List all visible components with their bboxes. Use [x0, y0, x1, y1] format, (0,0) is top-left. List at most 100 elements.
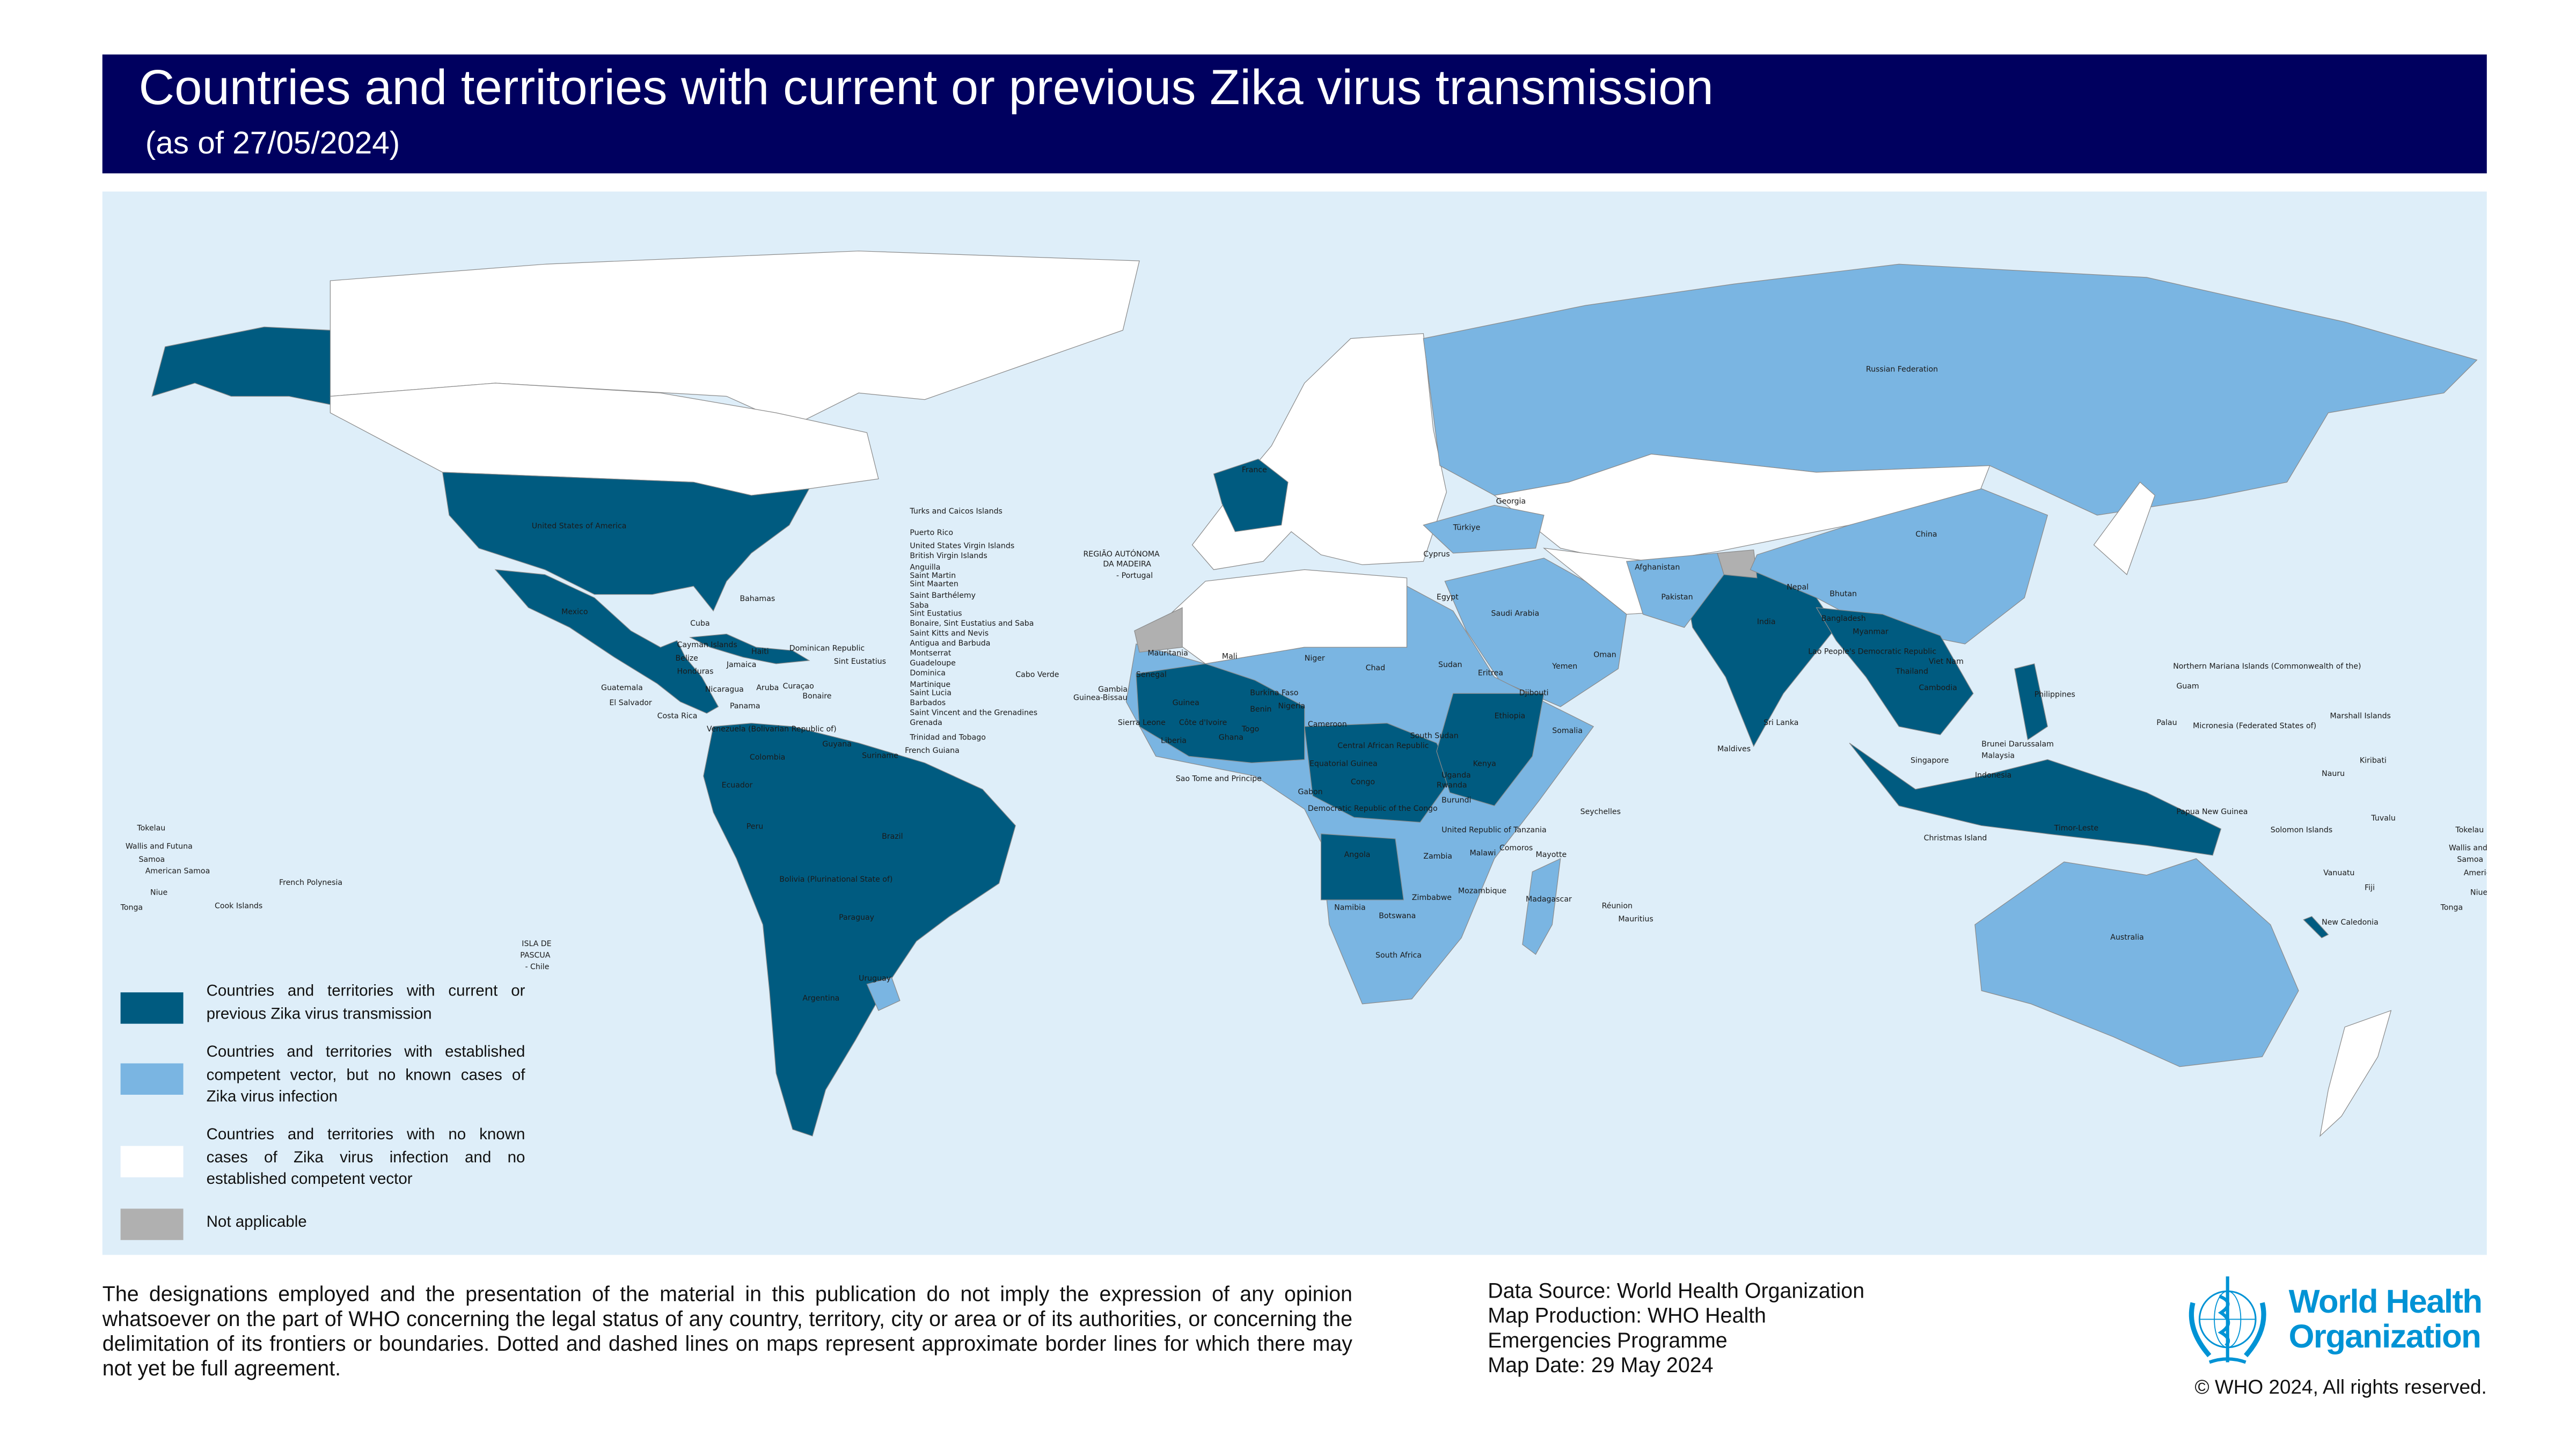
- map-label: Sint Maarten: [910, 581, 958, 590]
- europe: [1191, 333, 1447, 570]
- angola: [1320, 833, 1404, 900]
- map-label: Barbados: [910, 700, 946, 708]
- map-label: Guadeloupe: [910, 660, 956, 669]
- map-label: Brunei Darussalam: [1981, 741, 2054, 750]
- map-label: Cook Islands: [214, 903, 263, 912]
- legend-swatch: [120, 1209, 184, 1240]
- map-label: Djibouti: [1519, 690, 1549, 699]
- map-label: Peru: [746, 824, 764, 832]
- copyright: © WHO 2024, All rights reserved.: [2194, 1375, 2487, 1399]
- south-asia-west: [1626, 553, 1724, 628]
- map-label: Kenya: [1473, 761, 1496, 770]
- map-label: Uganda: [1441, 772, 1471, 781]
- map-label: Ethiopia: [1494, 713, 1526, 722]
- uruguay: [866, 977, 901, 1011]
- map-label: Madagascar: [1526, 896, 1572, 905]
- map-label: Cameroon: [1307, 721, 1347, 730]
- map-label: Côte d'Ivoire: [1179, 720, 1227, 728]
- map-label: Indonesia: [1974, 772, 2012, 781]
- map-label: Cabo Verde: [1015, 672, 1059, 680]
- map-label: Malaysia: [1981, 753, 2015, 761]
- philippines: [2014, 663, 2048, 741]
- map-label: Mauritania: [1147, 650, 1188, 659]
- map-label: Suriname: [862, 753, 898, 761]
- map-date: Map Date: 29 May 2024: [1488, 1352, 1714, 1378]
- map-label: Guam: [2176, 683, 2199, 692]
- map-label: Christmas Island: [1923, 835, 1987, 844]
- map-label: REGIÃO AUTÓNOMA: [1083, 551, 1160, 560]
- map-label: - Chile: [525, 964, 550, 973]
- caribbean-islands: [689, 633, 810, 664]
- map-label: Saint Vincent and the Grenadines: [910, 710, 1038, 719]
- turkiye-caucasus: [1423, 504, 1545, 554]
- map-label: Thailand: [1896, 669, 1929, 677]
- map-label: Nauru: [2322, 771, 2345, 780]
- map-label: Singapore: [1910, 758, 1949, 766]
- map-label: Cambodia: [1919, 685, 1957, 694]
- map-label: Bolivia (Plurinational State of): [779, 876, 893, 885]
- map-label: Samoa: [2457, 856, 2484, 866]
- map-label: Tokelau: [2455, 827, 2484, 836]
- legend-swatch: [120, 992, 184, 1024]
- map-label: Afghanistan: [1635, 565, 1680, 573]
- map-label: India: [1757, 619, 1776, 628]
- map-production-cont: Emergencies Programme: [1488, 1327, 1728, 1352]
- map-label: Venezuela (Bolivarian Republic of): [706, 726, 837, 735]
- map-label: Senegal: [1136, 672, 1167, 680]
- map-label: Bahamas: [740, 596, 775, 605]
- usa: [442, 472, 810, 612]
- map-label: Paraguay: [839, 914, 875, 923]
- map-label: Antigua and Barbuda: [910, 640, 991, 649]
- map-label: Bhutan: [1829, 591, 1857, 599]
- map-label: Tokelau: [137, 825, 166, 834]
- map-label: Zimbabwe: [1411, 895, 1452, 904]
- map-label: Cuba: [690, 620, 710, 629]
- map-label: Malawi: [1469, 850, 1496, 859]
- legend-swatch: [120, 1063, 184, 1095]
- map-label: Wallis and Futuna: [2449, 845, 2487, 854]
- map-label: Mauritius: [1618, 916, 1653, 925]
- map-label: Guatemala: [601, 685, 643, 694]
- map-label: Ghana: [1218, 735, 1243, 743]
- madagascar: [1522, 858, 1561, 955]
- map-label: Vanuatu: [2323, 870, 2355, 878]
- map-label: Viet Nam: [1928, 658, 1964, 668]
- map-label: Wallis and Futuna: [125, 844, 193, 852]
- map-label: Mozambique: [1458, 888, 1507, 897]
- title-banner: Countries and territories with current o…: [102, 54, 2487, 174]
- map-label: Myanmar: [1853, 629, 1889, 638]
- arabia: [1444, 558, 1627, 707]
- page-subtitle: (as of 27/05/2024): [145, 127, 400, 162]
- map-label: Mayotte: [1535, 852, 1567, 861]
- map-label: Yemen: [1552, 663, 1578, 672]
- map-label: Puerto Rico: [910, 530, 953, 539]
- map-label: Guyana: [822, 741, 852, 750]
- logo-line-1: World Health: [2288, 1284, 2483, 1321]
- australia: [1974, 858, 2299, 1067]
- map-label: Burkina Faso: [1250, 690, 1299, 699]
- map-label: Sint Eustatius: [910, 611, 962, 619]
- map-label: Gambia: [1098, 686, 1128, 695]
- map-label: Gabon: [1298, 789, 1323, 798]
- map-label: Fiji: [2365, 885, 2375, 894]
- map-label: Niger: [1304, 655, 1325, 664]
- map-label: Montserrat: [910, 650, 952, 659]
- map-label: Guinea: [1172, 700, 1199, 708]
- who-emblem-icon: [2189, 1276, 2266, 1364]
- map-label: Sri Lanka: [1763, 720, 1799, 728]
- map-credits: Data Source: World Health Organization M…: [1488, 1278, 1864, 1378]
- map-label: Kiribati: [2359, 758, 2387, 766]
- china: [1750, 488, 2048, 645]
- map-label: Cayman Islands: [677, 642, 737, 651]
- legend-label: Countries and territories with current o…: [206, 982, 525, 1023]
- map-label: Mali: [1221, 654, 1238, 662]
- map-label: Northern Mariana Islands (Commonwealth o…: [2173, 663, 2361, 672]
- map-label: Niue: [2470, 890, 2487, 898]
- map-label: Togo: [1241, 726, 1260, 735]
- map-label: Saudi Arabia: [1491, 611, 1540, 619]
- map-label: Russian Federation: [1865, 367, 1938, 375]
- map-label: French Polynesia: [279, 880, 343, 889]
- map-label: Türkiye: [1453, 525, 1481, 533]
- map-label: Timor-Leste: [2054, 825, 2099, 834]
- west-africa-transmission: [1136, 663, 1305, 764]
